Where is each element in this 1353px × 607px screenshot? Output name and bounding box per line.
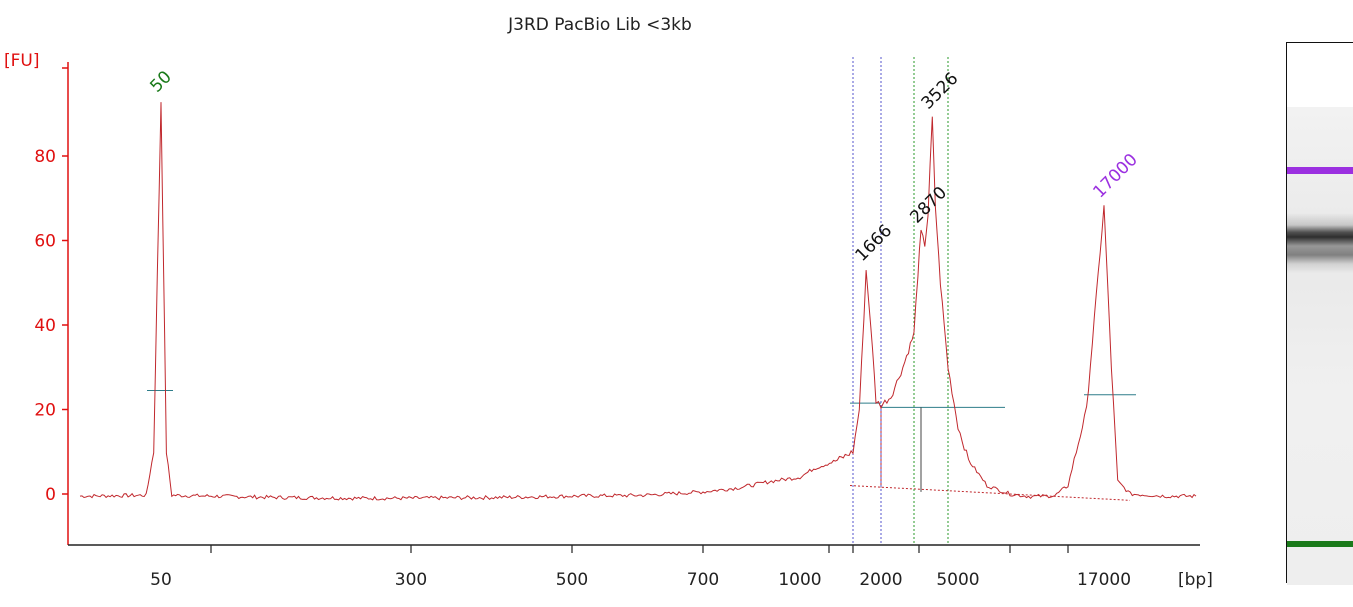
y-tick-labels: 0 20 40 60 80 [34, 67, 68, 505]
peak-label-3526: 3526 [918, 69, 963, 114]
fluorescence-trace [79, 102, 1197, 501]
y-tick-label: 40 [34, 316, 56, 336]
x-tick-label: 500 [556, 570, 588, 590]
lower-marker-band [1287, 541, 1353, 547]
integration-baseline [849, 485, 1131, 501]
region-lines [852, 57, 949, 545]
sample-band-smear [1287, 213, 1353, 273]
axes [67, 62, 1200, 546]
x-tick-label: 2000 [859, 570, 902, 590]
x-tick-labels: 50 300 500 700 1000 2000 5000 17000 [150, 545, 1131, 590]
x-axis-label: [bp] [1178, 570, 1213, 590]
y-tick-label: 60 [34, 232, 56, 252]
y-axis-label: [FU] [4, 51, 40, 71]
electropherogram-chart: 50 300 500 700 1000 2000 5000 17000 0 20 40 60 80 5… [4, 51, 1213, 590]
chart-title: J3RD PacBio Lib <3kb [508, 15, 692, 35]
y-tick-label: 0 [45, 485, 56, 505]
x-tick-label: 300 [395, 570, 427, 590]
peak-label-1666: 1666 [852, 221, 897, 266]
x-tick-label: 5000 [936, 570, 979, 590]
x-tick-label: 50 [150, 570, 172, 590]
y-tick-label: 80 [34, 147, 56, 167]
peak-label-50: 50 [146, 67, 175, 96]
x-tick-label: 17000 [1077, 570, 1131, 590]
gel-lane [1287, 107, 1353, 585]
peak-label-17000: 17000 [1089, 150, 1141, 202]
gel-image [1286, 42, 1353, 585]
x-tick-label: 1000 [778, 570, 821, 590]
x-tick-label: 700 [687, 570, 719, 590]
y-tick-label: 20 [34, 401, 56, 421]
upper-marker-band [1287, 167, 1353, 174]
peak-baselines [147, 389, 1136, 501]
